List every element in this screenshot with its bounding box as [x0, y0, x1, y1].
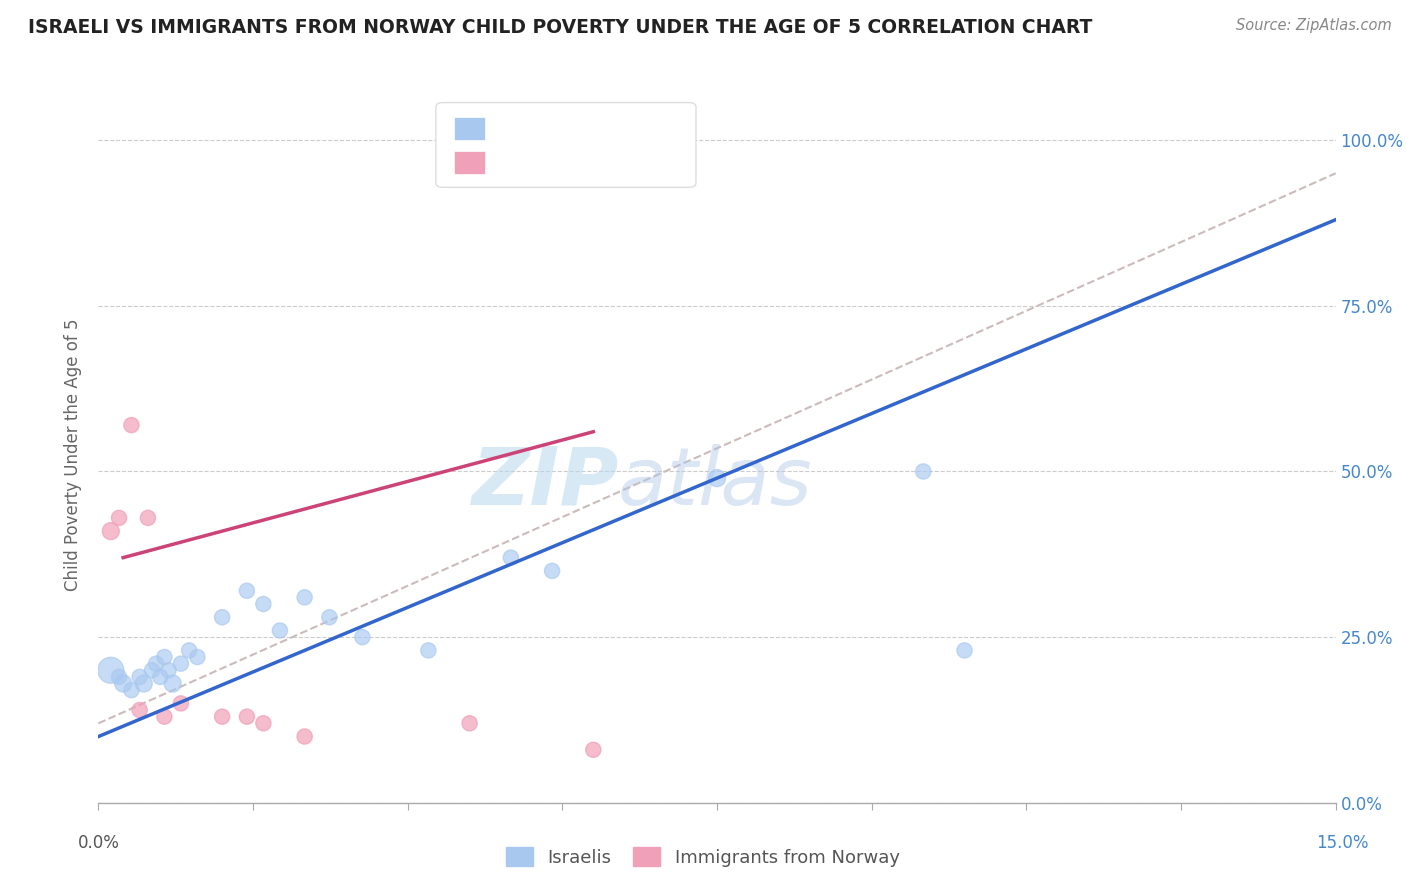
Point — [170, 657, 193, 671]
Point — [912, 465, 935, 479]
Point — [211, 709, 233, 723]
Point — [108, 670, 131, 684]
Point — [582, 743, 605, 757]
Text: R = 0.299   N = 13: R = 0.299 N = 13 — [489, 153, 673, 171]
Point — [418, 643, 440, 657]
Point — [211, 610, 233, 624]
Text: 0.0%: 0.0% — [77, 834, 120, 852]
Point — [706, 471, 728, 485]
Point — [294, 730, 316, 744]
Point — [120, 683, 142, 698]
Point — [120, 418, 142, 433]
Point — [100, 524, 122, 538]
Point — [149, 670, 172, 684]
Point — [294, 591, 316, 605]
Legend: Israelis, Immigrants from Norway: Israelis, Immigrants from Norway — [499, 840, 907, 874]
Text: atlas: atlas — [619, 443, 813, 522]
Point — [112, 676, 135, 690]
Point — [186, 650, 208, 665]
Point — [352, 630, 374, 644]
Point — [318, 610, 340, 624]
Point — [162, 676, 184, 690]
Point — [157, 663, 180, 677]
Point — [170, 697, 193, 711]
Point — [458, 716, 481, 731]
Point — [179, 643, 201, 657]
Text: ZIP: ZIP — [471, 443, 619, 522]
Point — [269, 624, 291, 638]
Point — [252, 597, 274, 611]
Text: R = 0.536   N = 25: R = 0.536 N = 25 — [489, 120, 673, 137]
Y-axis label: Child Poverty Under the Age of 5: Child Poverty Under the Age of 5 — [65, 318, 83, 591]
Point — [953, 643, 976, 657]
Point — [541, 564, 564, 578]
Point — [100, 663, 122, 677]
Point — [108, 511, 131, 525]
Point — [145, 657, 167, 671]
Point — [153, 709, 176, 723]
Point — [153, 650, 176, 665]
Text: Source: ZipAtlas.com: Source: ZipAtlas.com — [1236, 18, 1392, 33]
Point — [236, 583, 259, 598]
Point — [132, 676, 155, 690]
Point — [499, 550, 522, 565]
Text: ISRAELI VS IMMIGRANTS FROM NORWAY CHILD POVERTY UNDER THE AGE OF 5 CORRELATION C: ISRAELI VS IMMIGRANTS FROM NORWAY CHILD … — [28, 18, 1092, 37]
Point — [252, 716, 274, 731]
Point — [136, 511, 159, 525]
Point — [128, 703, 150, 717]
Point — [236, 709, 259, 723]
Text: 15.0%: 15.0% — [1316, 834, 1369, 852]
Point — [128, 670, 150, 684]
Point — [141, 663, 163, 677]
